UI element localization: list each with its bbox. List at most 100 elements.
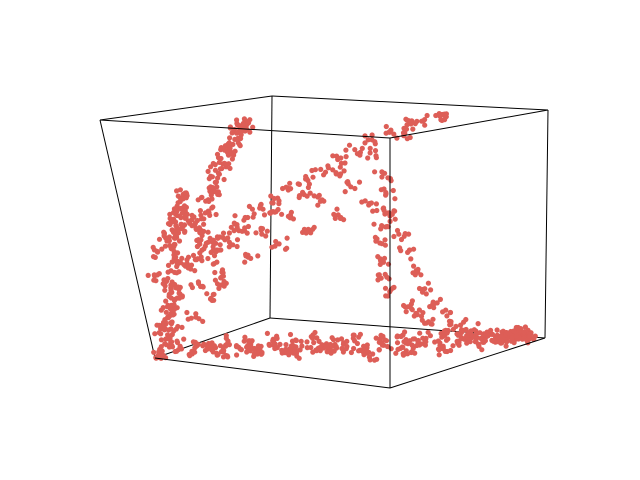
scatter-point bbox=[172, 269, 178, 275]
scatter-point bbox=[439, 117, 445, 123]
scatter-point bbox=[242, 259, 248, 265]
scatter-point bbox=[464, 340, 470, 346]
scatter-point bbox=[404, 117, 410, 123]
scatter-point bbox=[418, 313, 425, 319]
scatter-point bbox=[156, 236, 163, 242]
scatter-point bbox=[268, 193, 274, 199]
scatter-point bbox=[367, 357, 373, 363]
scatter-point bbox=[402, 329, 408, 335]
scatter-point bbox=[232, 213, 238, 219]
scatter-point bbox=[394, 227, 401, 234]
scatter-point bbox=[224, 161, 230, 167]
scatter-point bbox=[385, 175, 391, 181]
scatter-point bbox=[162, 287, 168, 293]
scatter-point bbox=[444, 313, 450, 319]
scatter-point bbox=[303, 230, 309, 236]
scatter-point bbox=[190, 252, 197, 258]
scatter-point bbox=[217, 166, 223, 172]
scatter-point bbox=[359, 145, 365, 151]
scatter-point bbox=[194, 243, 200, 250]
scatter-point bbox=[450, 343, 456, 349]
scatter-point bbox=[430, 301, 436, 307]
scatter-point bbox=[234, 237, 241, 243]
scatter-point bbox=[171, 241, 177, 247]
scatter-point bbox=[390, 187, 396, 194]
scatter-point bbox=[159, 348, 165, 354]
scatter-point bbox=[367, 145, 373, 151]
scatter-point bbox=[222, 147, 228, 153]
scatter-point bbox=[236, 228, 242, 234]
scatter-point bbox=[443, 307, 449, 313]
scatter-point bbox=[223, 352, 229, 359]
scatter-point bbox=[253, 230, 259, 236]
scatter-point bbox=[202, 210, 208, 216]
scatter-point bbox=[532, 333, 538, 339]
scatter-point bbox=[244, 230, 250, 236]
scatter-point bbox=[288, 209, 294, 215]
scatter-point bbox=[310, 332, 316, 338]
scatter-point bbox=[361, 352, 367, 358]
scatter-point bbox=[213, 249, 219, 255]
scatter-point bbox=[192, 268, 198, 274]
scatter-point bbox=[408, 256, 414, 262]
scatter-point bbox=[215, 170, 221, 176]
scatter-point bbox=[249, 206, 255, 212]
scatter-point bbox=[245, 346, 251, 352]
scatter-point bbox=[459, 335, 465, 341]
scatter-point bbox=[382, 237, 388, 243]
scatter-point bbox=[227, 124, 233, 130]
scatter-point bbox=[216, 285, 222, 291]
scatter-point bbox=[337, 173, 343, 179]
scatter-point bbox=[373, 238, 379, 244]
box-edge bbox=[99, 95, 273, 121]
scatter-point bbox=[385, 210, 391, 216]
scatter-point bbox=[183, 190, 189, 196]
box-back-edges bbox=[99, 95, 549, 359]
scatter-point bbox=[372, 139, 378, 145]
scatter-point bbox=[213, 211, 219, 218]
scatter-point bbox=[369, 132, 375, 138]
scatter-points bbox=[145, 111, 538, 363]
scatter-point bbox=[229, 156, 235, 162]
scatter-point bbox=[345, 179, 351, 185]
scatter-point bbox=[365, 137, 371, 143]
scatter-point bbox=[357, 331, 363, 337]
scatter-point bbox=[498, 333, 504, 339]
scatter-point bbox=[351, 332, 357, 338]
scatter-point bbox=[288, 343, 294, 349]
scatter-point bbox=[173, 326, 179, 332]
scatter-point bbox=[221, 283, 227, 289]
scatter-point bbox=[310, 174, 316, 180]
scatter-point bbox=[352, 338, 358, 344]
scatter-point bbox=[153, 354, 159, 361]
scatter-point bbox=[234, 130, 240, 136]
scatter-point bbox=[415, 266, 421, 272]
scatter-point bbox=[440, 330, 446, 336]
scatter-point bbox=[151, 277, 157, 283]
scatter-point bbox=[391, 131, 397, 137]
scatter-point bbox=[511, 340, 517, 346]
scatter-point bbox=[307, 190, 313, 196]
scatter-point bbox=[284, 245, 290, 251]
scatter-point bbox=[264, 330, 270, 336]
scatter-point bbox=[447, 309, 454, 316]
scatter-point bbox=[314, 346, 320, 352]
scatter-point bbox=[226, 239, 232, 245]
scatter-point bbox=[433, 112, 439, 119]
scatter-point bbox=[196, 225, 202, 231]
scatter-point bbox=[430, 316, 436, 322]
scatter-point bbox=[356, 348, 362, 354]
scatter-point bbox=[404, 122, 410, 128]
scatter-point bbox=[310, 349, 316, 355]
scatter-point bbox=[420, 118, 426, 124]
scatter-point bbox=[403, 337, 409, 343]
scatter-point bbox=[174, 203, 180, 209]
scatter-point bbox=[370, 351, 376, 357]
scatter-point bbox=[258, 343, 264, 349]
scatter-point bbox=[151, 349, 157, 355]
scatter-point bbox=[209, 174, 215, 180]
scatter-point bbox=[414, 118, 420, 124]
scatter-point bbox=[392, 216, 398, 222]
scatter-point bbox=[198, 256, 204, 262]
scatter-point bbox=[197, 208, 203, 214]
